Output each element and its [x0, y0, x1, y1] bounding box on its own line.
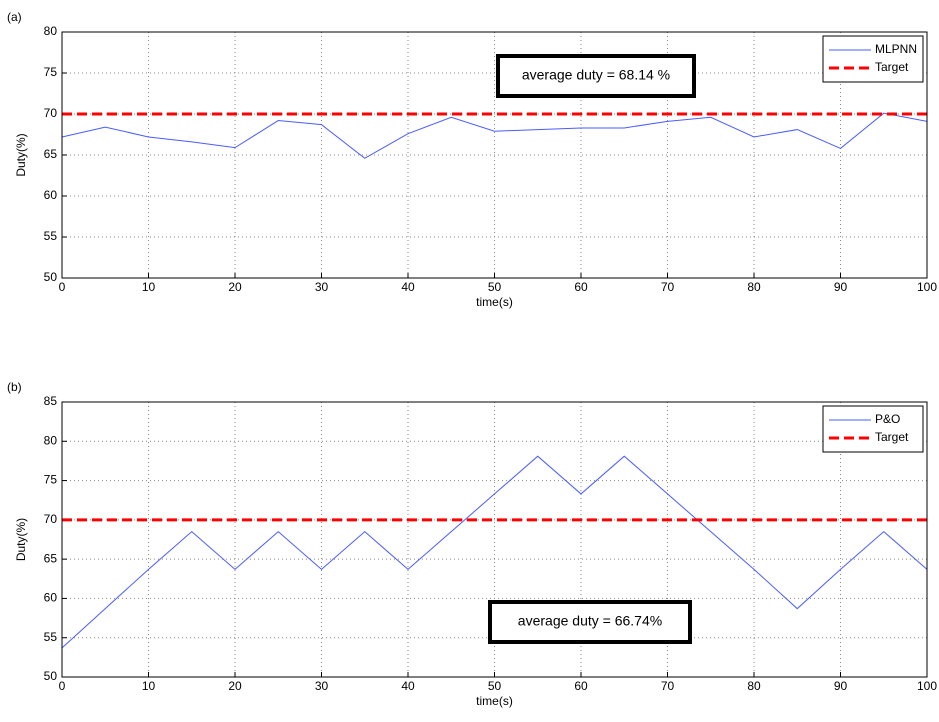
x-tick-label: 30	[315, 679, 329, 693]
x-tick-label: 90	[834, 679, 848, 693]
legend-label: Target	[875, 430, 909, 444]
legend-label: P&O	[875, 412, 900, 426]
y-tick-label: 65	[44, 551, 58, 565]
annotation: average duty = 68.14 %	[522, 67, 670, 83]
annotation-box	[496, 54, 696, 98]
x-tick-label: 100	[917, 280, 937, 294]
panel-label: (b)	[7, 380, 22, 394]
x-tick-label: 50	[488, 280, 502, 294]
y-tick-label: 55	[44, 630, 58, 644]
y-tick-label: 55	[44, 229, 58, 243]
legend-box	[822, 405, 924, 453]
y-tick-label: 60	[44, 591, 58, 605]
x-tick-label: 80	[747, 679, 761, 693]
x-axis-label: time(s)	[476, 295, 513, 309]
x-tick-label: 30	[315, 280, 329, 294]
x-tick-label: 40	[401, 679, 415, 693]
y-tick-label: 60	[44, 188, 58, 202]
x-tick-label: 60	[574, 280, 588, 294]
y-tick-label: 70	[44, 512, 58, 526]
axes-frame	[61, 401, 928, 678]
x-tick-label: 100	[917, 679, 937, 693]
y-tick-label: 50	[44, 669, 58, 683]
x-tick-label: 0	[59, 679, 66, 693]
legend-label: MLPNN	[875, 42, 917, 56]
x-tick-label: 0	[59, 280, 66, 294]
x-tick-label: 60	[574, 679, 588, 693]
annotation-box	[488, 600, 692, 644]
x-tick-label: 20	[228, 679, 242, 693]
y-tick-label: 85	[44, 394, 58, 408]
annotation: average duty = 66.74%	[518, 613, 662, 629]
y-tick-label: 80	[44, 433, 58, 447]
y-tick-label: 65	[44, 147, 58, 161]
x-tick-label: 40	[401, 280, 415, 294]
x-tick-label: 70	[661, 280, 675, 294]
x-tick-label: 70	[661, 679, 675, 693]
legend-label: Target	[875, 60, 909, 74]
x-tick-label: 10	[142, 679, 156, 693]
y-tick-label: 75	[44, 473, 58, 487]
x-tick-label: 90	[834, 280, 848, 294]
axes-frame	[61, 31, 928, 279]
y-tick-label: 70	[44, 106, 58, 120]
y-axis-label: Duty(%)	[14, 518, 28, 561]
legend-box	[822, 35, 924, 83]
x-tick-label: 50	[488, 679, 502, 693]
x-tick-label: 80	[747, 280, 761, 294]
y-tick-label: 75	[44, 65, 58, 79]
x-tick-label: 10	[142, 280, 156, 294]
y-tick-label: 80	[44, 24, 58, 38]
y-axis-label: Duty(%)	[14, 133, 28, 176]
y-tick-label: 50	[44, 270, 58, 284]
x-axis-label: time(s)	[476, 694, 513, 708]
panel-label: (a)	[7, 10, 22, 24]
data-line	[61, 112, 928, 159]
x-tick-label: 20	[228, 280, 242, 294]
data-line	[61, 455, 928, 649]
